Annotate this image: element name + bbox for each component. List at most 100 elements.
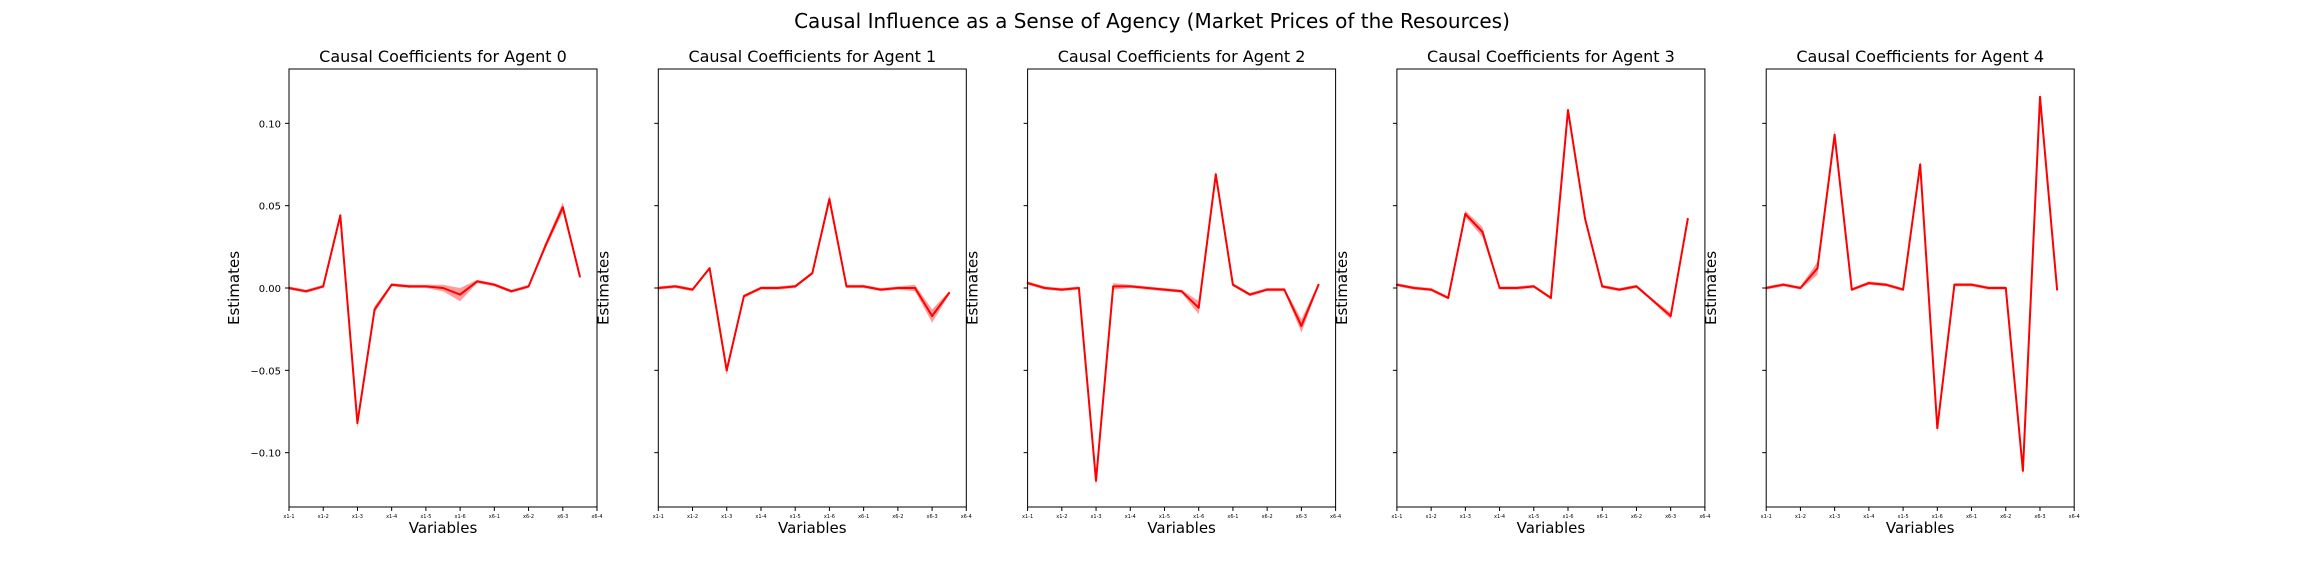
data-point-3 [339, 214, 342, 217]
x-axis-label: Variables [778, 519, 847, 537]
series-line [658, 198, 951, 372]
x-tick-label: x1-5 [420, 514, 431, 520]
data-point-2 [1060, 288, 1063, 291]
x-tick-label: x1-4 [386, 514, 397, 520]
x-tick-label: x1-1 [1022, 514, 1033, 520]
x-tick-label: x1-2 [1056, 514, 1067, 520]
x-axis-label: Variables [1147, 519, 1216, 537]
x-tick-label: x6-3 [927, 514, 938, 520]
data-point-3 [1816, 267, 1819, 270]
data-point-5 [373, 308, 376, 311]
x-tick-label: x1-5 [1528, 514, 1539, 520]
x-tick-label: x1-2 [1795, 514, 1806, 520]
series-confidence-band [1766, 92, 2058, 476]
x-tick-label: x1-2 [1426, 514, 1437, 520]
data-point-5 [1850, 288, 1853, 291]
data-point-3 [1447, 296, 1450, 299]
series-confidence-band [658, 194, 950, 376]
data-point-15 [913, 287, 916, 289]
series-line [1766, 96, 2059, 472]
data-point-1 [305, 290, 308, 293]
y-tick-label: 0.00 [259, 284, 281, 295]
data-point-13 [1618, 288, 1621, 291]
x-tick-label: x6-3 [557, 514, 568, 520]
data-point-11 [1214, 173, 1217, 176]
x-tick-label: x1-3 [352, 514, 363, 520]
data-point-6 [1867, 282, 1870, 285]
y-tick-label: −0.05 [250, 366, 281, 377]
data-point-1 [674, 285, 677, 288]
x-tick-label: x1-1 [1391, 514, 1402, 520]
data-point-6 [390, 283, 393, 286]
x-axis-label: Variables [409, 519, 478, 537]
y-axis-label: Estimates [964, 251, 982, 325]
data-point-14 [1266, 288, 1269, 291]
x-tick-label: x6-3 [1665, 514, 1676, 520]
data-point-6 [1129, 285, 1132, 288]
data-point-9 [811, 272, 814, 275]
data-point-8 [1163, 288, 1166, 291]
data-point-10 [1567, 109, 1570, 112]
x-tick-label: x6-2 [1631, 514, 1642, 520]
x-tick-label: x1-3 [1090, 514, 1101, 520]
data-point-14 [896, 287, 899, 289]
data-point-15 [1283, 288, 1286, 291]
data-point-5 [1481, 231, 1484, 234]
data-point-17 [578, 275, 581, 278]
data-point-4 [1095, 479, 1098, 482]
data-point-12 [1231, 283, 1234, 286]
x-tick-label: x1-2 [318, 514, 329, 520]
subplot-agent-4: Causal Coefficients for Agent 4 x1-1 x1-2 x… [1702, 47, 2080, 537]
series-line [1396, 109, 1689, 317]
x-tick-label: x1-6 [1932, 514, 1943, 520]
y-axis-label: Estimates [1333, 251, 1351, 325]
data-point-14 [527, 285, 530, 288]
data-point-14 [1635, 285, 1638, 288]
data-point-8 [1532, 285, 1535, 288]
x-tick-label: x6-2 [892, 514, 903, 520]
data-point-7 [1884, 283, 1887, 286]
data-point-3 [708, 267, 711, 270]
data-point-16 [931, 314, 934, 317]
data-point-13 [1249, 293, 1252, 296]
data-point-10 [828, 198, 831, 201]
data-point-17 [2056, 288, 2059, 291]
x-tick-label: x1-4 [1125, 514, 1136, 520]
axes-frame [1765, 68, 2075, 508]
data-point-12 [1970, 283, 1973, 286]
data-point-13 [1987, 287, 1990, 289]
data-point-9 [1919, 163, 1922, 166]
data-point-6 [759, 287, 762, 289]
data-point-2 [1799, 287, 1802, 289]
data-point-13 [510, 290, 513, 293]
data-point-16 [561, 206, 564, 209]
x-tick-label: x6-3 [2034, 514, 2045, 520]
data-point-4 [725, 369, 728, 372]
x-tick-label: x6-4 [1330, 514, 1341, 520]
subplot-grid: Causal Coefficients for Agent 0 −0.10 −0.0… [225, 47, 2080, 537]
data-point-1 [1413, 287, 1416, 289]
series-line [1027, 173, 1320, 482]
data-point-10 [1197, 306, 1200, 309]
axes-frame [657, 68, 967, 508]
y-tick-label: 0.05 [259, 202, 281, 213]
x-tick-label: x6-1 [858, 514, 869, 520]
series-line [288, 206, 581, 424]
x-tick-label: x1-3 [1829, 514, 1840, 520]
data-point-1 [1782, 283, 1785, 286]
subplot-agent-3: Causal Coefficients for Agent 3 x1-1 x1-2 x… [1333, 47, 1711, 537]
x-tick-label: x1-2 [687, 514, 698, 520]
x-tick-label: x1-4 [1494, 514, 1505, 520]
y-tick-label: 0.10 [259, 119, 281, 130]
x-tick-label: x6-2 [523, 514, 534, 520]
series-confidence-band [1027, 171, 1319, 488]
data-point-16 [1669, 314, 1672, 317]
x-tick-label: x6-4 [961, 514, 972, 520]
x-tick-label: x6-2 [1262, 514, 1273, 520]
x-tick-label: x6-1 [489, 514, 500, 520]
y-axis-label: Estimates [594, 251, 612, 325]
x-tick-label: x6-1 [1227, 514, 1238, 520]
subplot-agent-1: Causal Coefficients for Agent 1 x1-1 x1-2 x… [594, 47, 972, 537]
data-point-12 [1601, 285, 1604, 288]
